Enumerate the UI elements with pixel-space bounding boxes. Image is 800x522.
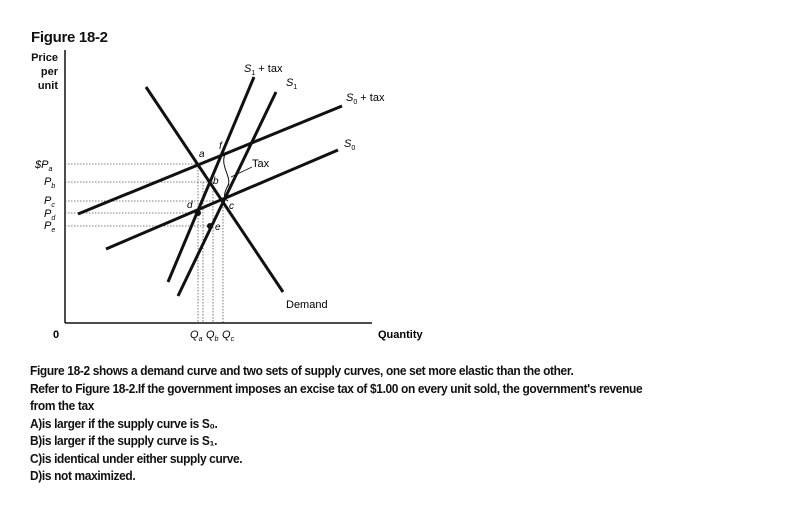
s1-curve: [176, 91, 278, 297]
s0-tax-curve: [77, 104, 343, 216]
quantity-label-a: Qa: [190, 329, 203, 343]
curve-label-s0: S0: [344, 138, 355, 152]
point-e-dot: [207, 223, 213, 229]
point-label-e: e: [215, 222, 221, 233]
y-axis-label-line: Price: [31, 52, 58, 64]
quantity-labels: Qa Qb Qc: [190, 329, 235, 343]
point-label-f: f: [219, 141, 223, 152]
point-label-b: b: [213, 176, 219, 187]
quantity-label-c: Qc: [222, 329, 235, 343]
point-d-dot: [195, 210, 201, 216]
figure-title: Figure 18-2: [31, 29, 108, 46]
y-axis-label-line: unit: [37, 80, 58, 92]
tax-brace: [223, 151, 230, 202]
question-stem: Figure 18-2 shows a demand curve and two…: [30, 363, 574, 378]
y-axis-label: Price per unit: [18, 51, 58, 93]
point-label-d: d: [187, 200, 193, 211]
price-label-b: Pb: [44, 176, 55, 190]
demand-curve: [144, 86, 285, 293]
curve-label-s1-tax: S1 + tax: [244, 63, 283, 77]
answer-option-a: A)is larger if the supply curve is S₀.: [30, 415, 218, 431]
origin-label: 0: [53, 329, 59, 341]
x-axis-label: Quantity: [378, 329, 423, 341]
s1-tax-curve: [166, 76, 256, 283]
y-axis-label-line: per: [40, 66, 58, 78]
tax-pointer: [230, 166, 253, 178]
point-label-c: c: [229, 201, 234, 212]
price-label-a: $Pa: [34, 159, 52, 173]
quantity-label-b: Qb: [206, 329, 219, 343]
price-labels: $Pa Pb Pc Pd Pe: [34, 159, 56, 234]
price-label-d: Pd: [44, 208, 56, 222]
price-label-e: Pe: [44, 220, 55, 234]
answer-option-c: C)is identical under either supply curve…: [30, 450, 243, 466]
price-label-c: Pc: [44, 195, 55, 209]
question-stem: from the tax: [30, 398, 95, 413]
guide-lines: [65, 163, 224, 323]
answer-option-d: D)is not maximized.: [30, 468, 136, 483]
curve-label-s0-tax: S0 + tax: [346, 92, 385, 106]
curve-label-s1: S1: [286, 77, 297, 91]
curve-label-demand: Demand: [286, 299, 328, 311]
s0-curve: [105, 148, 339, 251]
answer-option-b: B)is larger if the supply curve is S₁.: [30, 433, 218, 448]
tax-label: Tax: [252, 158, 270, 170]
point-label-a: a: [199, 149, 205, 160]
question-block: Figure 18-2 shows a demand curve and two…: [30, 362, 729, 485]
question-stem: Refer to Figure 18-2.If the government i…: [30, 380, 643, 396]
